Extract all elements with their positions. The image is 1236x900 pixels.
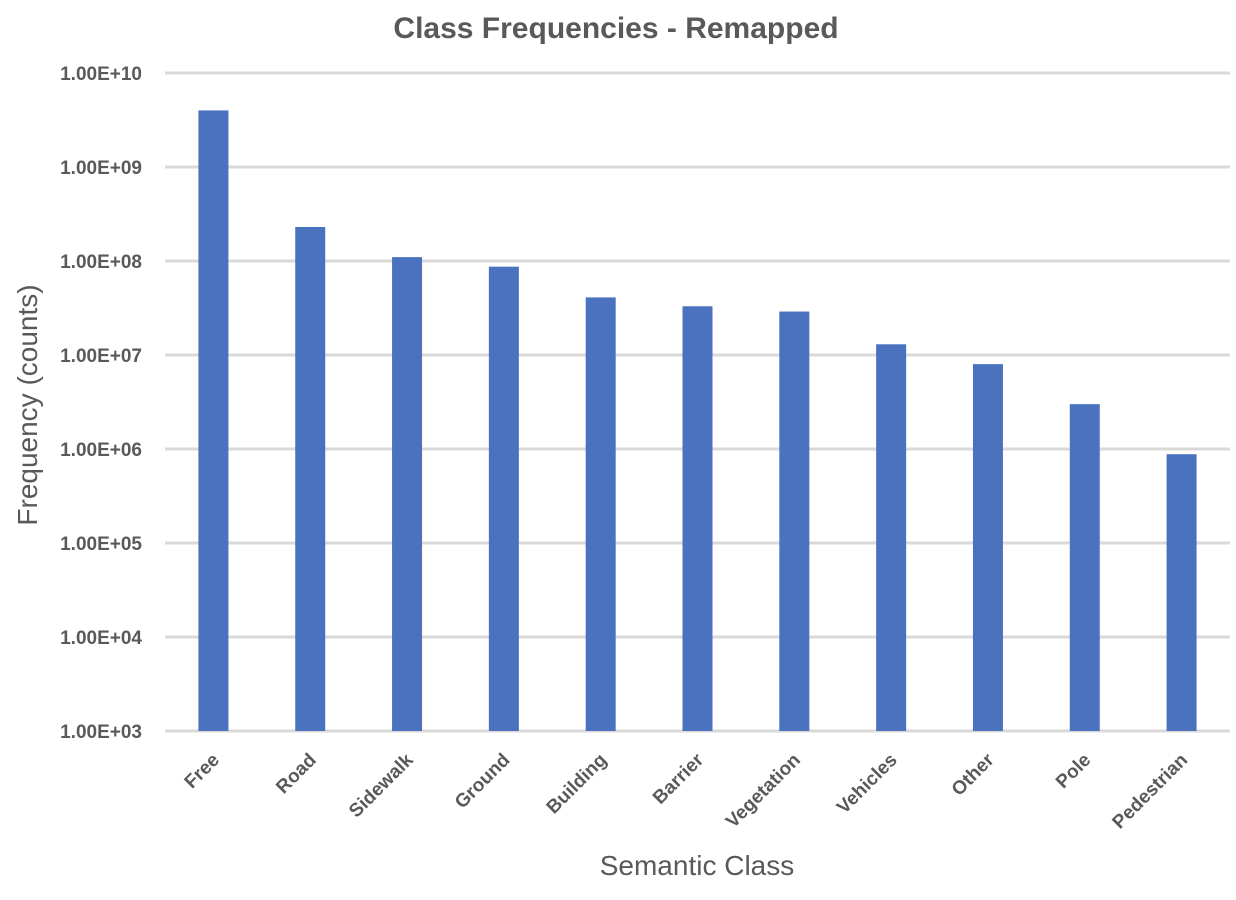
bar-barrier [682,306,713,731]
bar-free [198,110,229,731]
x-tick-label: Vehicles [833,750,902,819]
y-tick-label: 1.00E+06 [60,440,142,461]
y-axis-ticks: 1.00E+03 1.00E+04 1.00E+05 1.00E+06 1.00E+07… [60,64,142,743]
bar-pole [1069,404,1100,731]
bar-vehicles [876,344,907,731]
y-tick-label: 1.00E+08 [60,252,142,273]
bar-ground [488,266,519,731]
x-tick-label: Sidewalk [345,749,418,822]
y-axis-label: Frequency (counts) [12,284,43,525]
bar-other [972,364,1003,731]
y-tick-label: 1.00E+04 [60,628,142,649]
bars [198,110,1197,731]
y-tick-label: 1.00E+10 [60,64,142,85]
chart-title: Class Frequencies - Remapped [393,12,838,45]
y-tick-label: 1.00E+07 [60,346,142,367]
x-tick-label: Ground [451,750,514,813]
x-tick-label: Pedestrian [1109,750,1193,834]
x-tick-label: Free [181,750,224,793]
bar-vegetation [779,311,810,731]
y-tick-label: 1.00E+09 [60,158,142,179]
x-tick-label: Other [948,749,999,800]
x-axis-ticks: Free Road Sidewalk Ground Building Barrier Veg… [181,749,1192,833]
y-tick-label: 1.00E+03 [60,722,142,743]
bar-road [295,226,326,731]
bar-sidewalk [392,257,423,731]
bar-pedestrian [1166,454,1197,731]
bar-building [585,297,616,731]
y-tick-label: 1.00E+05 [60,534,142,555]
x-tick-label: Vegetation [722,750,805,833]
x-tick-label: Road [272,750,320,798]
x-tick-label: Barrier [649,749,708,808]
x-tick-label: Building [543,750,612,819]
x-tick-label: Pole [1052,750,1095,793]
x-axis-label: Semantic Class [600,850,795,881]
